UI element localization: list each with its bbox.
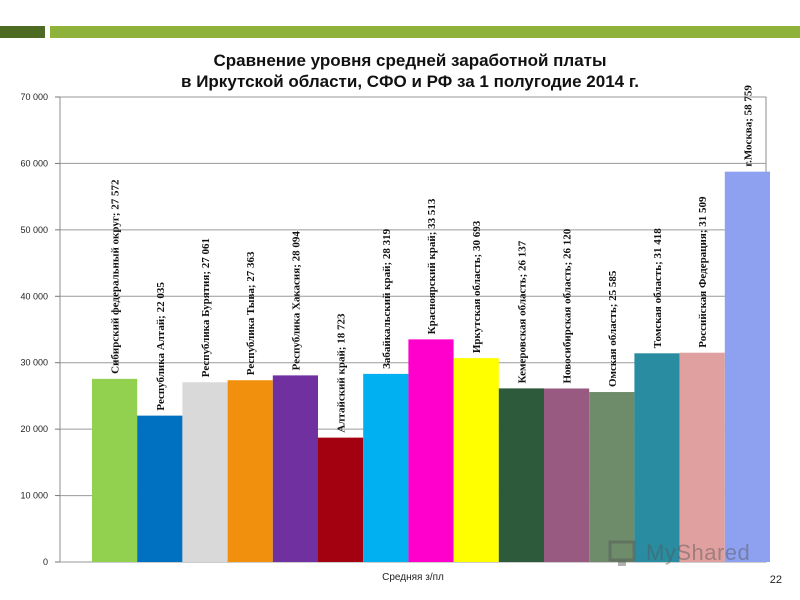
chart-title-line1: Сравнение уровня средней заработной плат… [213, 51, 607, 70]
bar [227, 380, 273, 562]
bar-data-label: Новосибирская область; 26 120 [562, 228, 574, 383]
bar-data-label: Республика Тыва; 27 363 [245, 251, 257, 375]
y-tick-label: 20 000 [20, 424, 48, 434]
bar-data-label: Российская Федерация; 31 509 [697, 196, 709, 348]
bar [679, 352, 725, 562]
page-number: 22 [769, 574, 782, 586]
y-tick-label: 30 000 [20, 358, 48, 368]
top-bar-light [50, 26, 800, 38]
bar [363, 373, 409, 562]
bar [137, 415, 183, 562]
bar-data-label: г.Москва; 58 759 [742, 85, 754, 167]
bar-data-label: Республика Хакасия; 28 094 [290, 231, 302, 371]
x-axis-label: Средняя з/пл [382, 572, 444, 583]
bar-data-label: Республика Бурятия; 27 061 [200, 238, 212, 377]
bar [498, 388, 544, 562]
y-tick-label: 0 [43, 557, 48, 567]
bar-data-label: Томская область; 31 418 [652, 228, 664, 349]
y-tick-label: 70 000 [20, 92, 48, 102]
top-bar-dark [0, 26, 45, 38]
y-tick-label: 60 000 [20, 158, 48, 168]
bar-data-label: Омская область; 25 585 [607, 270, 619, 387]
y-tick-label: 40 000 [20, 291, 48, 301]
bar [453, 358, 499, 562]
bar-data-label: Республика Алтай; 22 035 [155, 282, 167, 411]
y-tick-label: 50 000 [20, 225, 48, 235]
bar [182, 382, 228, 562]
bar-data-label: Забайкальский край; 28 319 [381, 228, 393, 369]
bar-data-label: Алтайский край; 18 723 [336, 313, 348, 433]
bar [408, 339, 454, 562]
watermark-text: MyShared [646, 540, 751, 565]
bar [272, 375, 318, 562]
bar [318, 437, 364, 562]
bar [544, 388, 590, 562]
bar-data-label: Сибирский федеральный округ; 27 572 [110, 179, 122, 374]
bar-data-label: Иркутская область; 30 693 [471, 220, 483, 353]
y-tick-label: 10 000 [20, 491, 48, 501]
bar [634, 353, 680, 562]
bar-data-label: Красноярский край; 33 513 [426, 198, 438, 334]
watermark-logo-icon [608, 540, 636, 566]
watermark: MyShared [606, 536, 766, 570]
bar [92, 378, 138, 562]
bar [589, 392, 635, 562]
bar-data-label: Кемеровская область; 26 137 [516, 240, 528, 383]
bar [724, 171, 770, 562]
chart-title: Сравнение уровня средней заработной плат… [100, 50, 720, 92]
chart-title-line2: в Иркутской области, СФО и РФ за 1 полуг… [181, 72, 639, 91]
